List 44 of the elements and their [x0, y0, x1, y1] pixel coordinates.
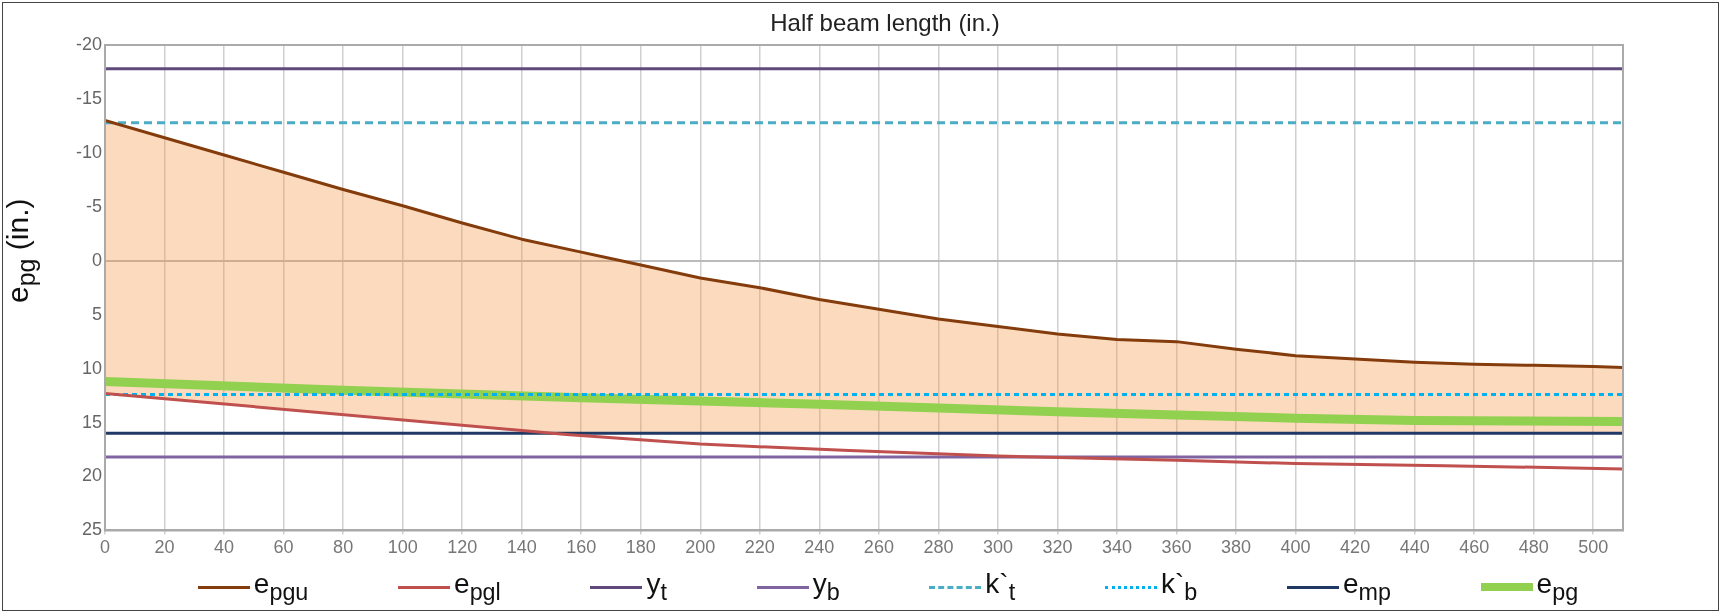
x-tick-label: 260 — [863, 537, 894, 558]
x-tick-label: 120 — [447, 537, 478, 558]
x-tick-label: 40 — [214, 537, 235, 558]
x-tick-label: 440 — [1399, 537, 1430, 558]
y-tick-label: -15 — [76, 87, 103, 108]
x-tick-label: 80 — [333, 537, 354, 558]
legend-label: y$_{b}$ — [812, 568, 840, 606]
y-tick-label: -20 — [76, 33, 103, 54]
legend-label: e$_{pgl}$ — [454, 568, 501, 606]
x-tick-label: 240 — [804, 537, 835, 558]
y-tick-label: 20 — [81, 465, 103, 486]
x-tick-label: 100 — [387, 537, 418, 558]
x-tick-label: 400 — [1280, 537, 1311, 558]
x-tick-label: 500 — [1578, 537, 1609, 558]
x-tick-label: 20 — [154, 537, 175, 558]
y-tick-label: -10 — [76, 141, 103, 162]
x-tick-label: 320 — [1042, 537, 1073, 558]
legend-label: e$_{mp}$ — [1342, 568, 1391, 606]
y-tick-label: 5 — [92, 303, 103, 324]
legend-label: e$_{pg}$ — [1536, 568, 1579, 606]
y-tick-label: 25 — [81, 519, 103, 540]
x-tick-label: 200 — [685, 537, 716, 558]
legend-label: e$_{pgu}$ — [253, 568, 309, 606]
x-tick-label: 460 — [1459, 537, 1490, 558]
y-tick-label: 10 — [81, 357, 103, 378]
x-tick-label: 300 — [982, 537, 1013, 558]
y-tick-label: 0 — [92, 249, 103, 270]
y-tick-label: -5 — [86, 195, 103, 216]
x-tick-label: 380 — [1221, 537, 1252, 558]
x-axis-title: Half beam length (in.) — [769, 9, 1001, 37]
x-tick-label: 420 — [1340, 537, 1371, 558]
legend-label: k`$_{t}$ — [985, 568, 1016, 606]
x-tick-label: 280 — [923, 537, 954, 558]
x-tick-label: 140 — [506, 537, 537, 558]
x-tick-label: 60 — [273, 537, 294, 558]
y-tick-label: 15 — [81, 411, 103, 432]
x-tick-label: 360 — [1161, 537, 1192, 558]
x-tick-label: 160 — [566, 537, 597, 558]
legend-label: y$_{t}$ — [646, 568, 667, 606]
x-tick-label: 220 — [744, 537, 775, 558]
x-tick-label: 180 — [625, 537, 656, 558]
x-tick-label: 340 — [1101, 537, 1133, 558]
legend-label: k`$_{b}$ — [1160, 568, 1198, 606]
x-tick-label: 480 — [1518, 537, 1549, 558]
